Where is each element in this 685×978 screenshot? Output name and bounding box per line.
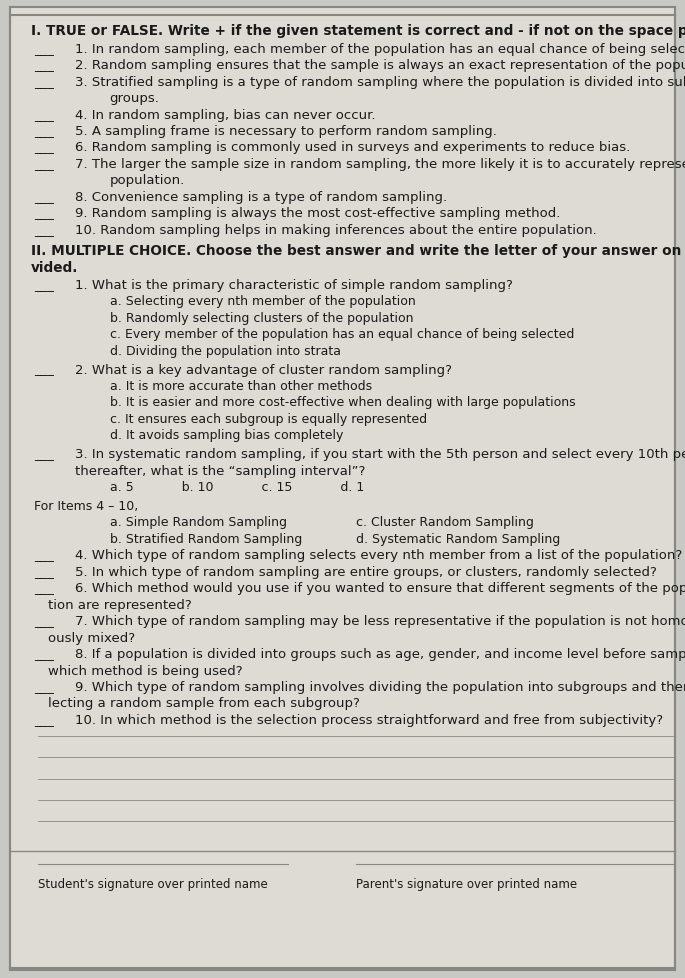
- Text: For Items 4 – 10,: For Items 4 – 10,: [34, 500, 138, 512]
- Text: ___: ___: [34, 224, 54, 237]
- Text: population.: population.: [110, 174, 185, 187]
- Text: 2. Random sampling ensures that the sample is always an exact representation of : 2. Random sampling ensures that the samp…: [75, 60, 685, 72]
- Text: 1. In random sampling, each member of the population has an equal chance of bein: 1. In random sampling, each member of th…: [75, 43, 685, 56]
- Text: d. Systematic Random Sampling: d. Systematic Random Sampling: [356, 532, 560, 546]
- Text: c. It ensures each subgroup is equally represented: c. It ensures each subgroup is equally r…: [110, 413, 427, 425]
- Text: ___: ___: [34, 109, 54, 121]
- Text: thereafter, what is the “sampling interval”?: thereafter, what is the “sampling interv…: [75, 465, 366, 477]
- Text: ___: ___: [34, 157, 54, 171]
- Text: 2. What is a key advantage of cluster random sampling?: 2. What is a key advantage of cluster ra…: [75, 363, 452, 377]
- Text: ___: ___: [34, 60, 54, 72]
- Text: b. Randomly selecting clusters of the population: b. Randomly selecting clusters of the po…: [110, 311, 413, 325]
- Text: d. It avoids sampling bias completely: d. It avoids sampling bias completely: [110, 429, 343, 442]
- Text: a. It is more accurate than other methods: a. It is more accurate than other method…: [110, 379, 372, 392]
- Text: 3. Stratified sampling is a type of random sampling where the population is divi: 3. Stratified sampling is a type of rand…: [75, 75, 685, 89]
- Text: 7. Which type of random sampling may be less representative if the population is: 7. Which type of random sampling may be …: [75, 614, 685, 628]
- Text: ___: ___: [34, 565, 54, 578]
- Text: ___: ___: [34, 279, 54, 291]
- Text: II. MULTIPLE CHOICE. Choose the best answer and write the letter of your answer : II. MULTIPLE CHOICE. Choose the best ans…: [31, 244, 685, 258]
- Text: ously mixed?: ously mixed?: [48, 631, 135, 644]
- Text: b. Stratified Random Sampling: b. Stratified Random Sampling: [110, 532, 302, 546]
- Text: c. Every member of the population has an equal chance of being selected: c. Every member of the population has an…: [110, 328, 574, 340]
- Text: 8. Convenience sampling is a type of random sampling.: 8. Convenience sampling is a type of ran…: [75, 191, 447, 203]
- Text: Parent's signature over printed name: Parent's signature over printed name: [356, 877, 577, 890]
- Text: c. Cluster Random Sampling: c. Cluster Random Sampling: [356, 516, 534, 529]
- Text: groups.: groups.: [110, 92, 160, 105]
- Text: ___: ___: [34, 713, 54, 726]
- Text: 6. Which method would you use if you wanted to ensure that different segments of: 6. Which method would you use if you wan…: [75, 582, 685, 595]
- Text: ___: ___: [34, 448, 54, 461]
- Text: ___: ___: [34, 363, 54, 377]
- Text: ___: ___: [34, 43, 54, 56]
- Text: lecting a random sample from each subgroup?: lecting a random sample from each subgro…: [48, 696, 360, 710]
- Text: 9. Random sampling is always the most cost-effective sampling method.: 9. Random sampling is always the most co…: [75, 207, 561, 220]
- Text: ___: ___: [34, 647, 54, 660]
- Text: I. TRUE or FALSE. Write + if the given statement is correct and - if not on the : I. TRUE or FALSE. Write + if the given s…: [31, 23, 685, 38]
- Text: ___: ___: [34, 207, 54, 220]
- Text: 6. Random sampling is commonly used in surveys and experiments to reduce bias.: 6. Random sampling is commonly used in s…: [75, 142, 631, 155]
- Text: 9. Which type of random sampling involves dividing the population into subgroups: 9. Which type of random sampling involve…: [75, 681, 685, 693]
- Text: d. Dividing the population into strata: d. Dividing the population into strata: [110, 344, 340, 357]
- Text: Student's signature over printed name: Student's signature over printed name: [38, 877, 267, 890]
- Text: 5. In which type of random sampling are entire groups, or clusters, randomly sel: 5. In which type of random sampling are …: [75, 565, 657, 578]
- Text: a. 5            b. 10            c. 15            d. 1: a. 5 b. 10 c. 15 d. 1: [110, 480, 364, 494]
- Text: a. Simple Random Sampling: a. Simple Random Sampling: [110, 516, 286, 529]
- Text: 7. The larger the sample size in random sampling, the more likely it is to accur: 7. The larger the sample size in random …: [75, 157, 685, 171]
- Text: ___: ___: [34, 681, 54, 693]
- FancyBboxPatch shape: [10, 8, 675, 970]
- Text: vided.: vided.: [31, 260, 78, 275]
- Text: a. Selecting every nth member of the population: a. Selecting every nth member of the pop…: [110, 295, 415, 308]
- Text: 10. In which method is the selection process straightforward and free from subje: 10. In which method is the selection pro…: [75, 713, 664, 726]
- Text: ___: ___: [34, 125, 54, 138]
- Text: 10. Random sampling helps in making inferences about the entire population.: 10. Random sampling helps in making infe…: [75, 224, 597, 237]
- Text: 4. Which type of random sampling selects every nth member from a list of the pop: 4. Which type of random sampling selects…: [75, 549, 682, 561]
- Text: 8. If a population is divided into groups such as age, gender, and income level : 8. If a population is divided into group…: [75, 647, 685, 660]
- Text: 5. A sampling frame is necessary to perform random sampling.: 5. A sampling frame is necessary to perf…: [75, 125, 497, 138]
- Text: ___: ___: [34, 75, 54, 89]
- Text: ___: ___: [34, 142, 54, 155]
- Text: which method is being used?: which method is being used?: [48, 664, 242, 677]
- Text: 3. In systematic random sampling, if you start with the 5th person and select ev: 3. In systematic random sampling, if you…: [75, 448, 685, 461]
- Text: ___: ___: [34, 191, 54, 203]
- Text: tion are represented?: tion are represented?: [48, 599, 192, 611]
- Text: 1. What is the primary characteristic of simple random sampling?: 1. What is the primary characteristic of…: [75, 279, 513, 291]
- Text: ___: ___: [34, 614, 54, 628]
- Text: ___: ___: [34, 549, 54, 561]
- Text: 4. In random sampling, bias can never occur.: 4. In random sampling, bias can never oc…: [75, 109, 376, 121]
- Text: b. It is easier and more cost-effective when dealing with large populations: b. It is easier and more cost-effective …: [110, 396, 575, 409]
- Text: ___: ___: [34, 582, 54, 595]
